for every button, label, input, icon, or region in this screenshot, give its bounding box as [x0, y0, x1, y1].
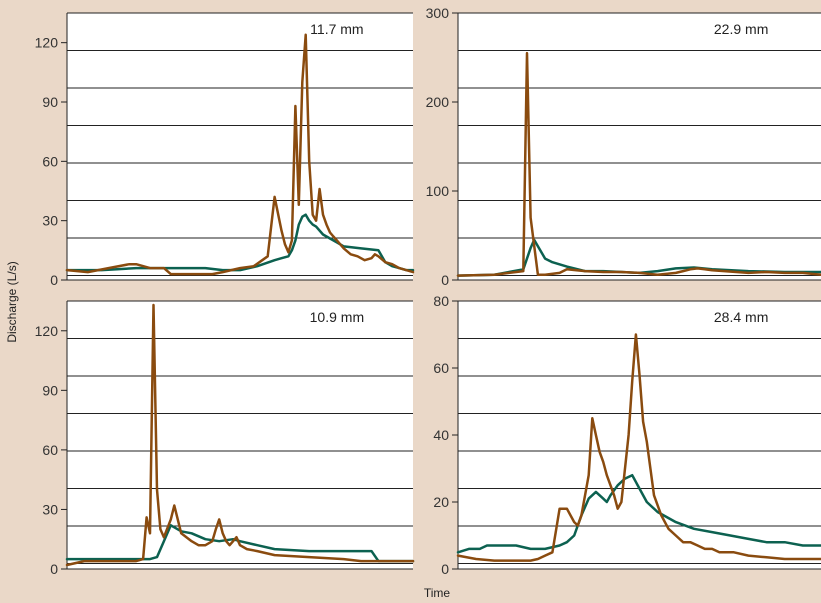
panel-3: 0 30 60 90 120 10.9 mm	[35, 300, 415, 577]
series-line-green	[456, 473, 821, 554]
panel-4: 0 20 40 60 80 28.4 mm	[433, 293, 821, 577]
y-tick-label: 120	[35, 35, 59, 51]
y-tick-label: 100	[426, 183, 450, 199]
x-axis-title: Time	[424, 586, 451, 600]
y-tick-label: 0	[50, 561, 58, 577]
y-tick-label: 120	[35, 323, 59, 339]
y-tick-label: 60	[42, 153, 58, 169]
y-tick-label: 30	[42, 501, 58, 517]
y-axis-title: Discharge (L/s)	[5, 261, 19, 342]
y-tick-label: 200	[426, 94, 450, 110]
panel-2: 0 100 200 300 22.9 mm	[426, 5, 821, 288]
panel-annotation: 10.9 mm	[310, 309, 364, 325]
plot-area	[458, 13, 821, 280]
y-tick-label: 0	[50, 272, 58, 288]
y-tick-label: 60	[42, 442, 58, 458]
y-tick-label: 90	[42, 94, 58, 110]
panel-annotation: 28.4 mm	[714, 309, 768, 325]
series-line-brown	[456, 333, 821, 562]
panel-annotation: 22.9 mm	[714, 21, 768, 37]
series-line-green	[65, 213, 415, 272]
plot-area	[458, 301, 821, 569]
y-tick-label: 30	[42, 213, 58, 229]
series-line-brown	[65, 303, 415, 567]
panel-1: 0 30 60 90 120 11.7 mm	[35, 12, 415, 288]
panel-annotation: 11.7 mm	[310, 21, 363, 37]
plot-area	[67, 13, 413, 280]
y-tick-label: 80	[433, 293, 449, 309]
y-tick-label: 20	[433, 494, 449, 510]
y-tick-label: 0	[441, 561, 449, 577]
series-line-brown	[65, 33, 415, 276]
y-tick-label: 40	[433, 427, 449, 443]
y-tick-label: 300	[426, 5, 450, 21]
y-tick-label: 60	[433, 360, 449, 376]
plot-area	[67, 301, 413, 569]
y-tick-label: 90	[42, 382, 58, 398]
y-tick-label: 0	[441, 272, 449, 288]
series-line-brown	[456, 51, 821, 277]
